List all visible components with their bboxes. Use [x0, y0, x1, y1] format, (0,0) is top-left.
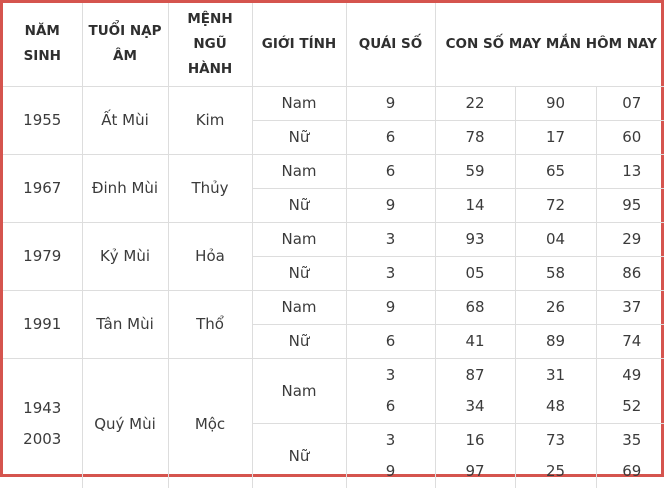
- menh-cell: Kim: [168, 86, 252, 154]
- gender-cell: Nam: [252, 222, 346, 256]
- cell-line: 34: [438, 391, 513, 422]
- gender-cell: Nữ: [252, 256, 346, 290]
- lucky-number-cell: 65: [515, 154, 596, 188]
- lucky-number-cell: 87 34: [435, 358, 515, 423]
- menh-cell: Thủy: [168, 154, 252, 222]
- table-row: 1979 Kỷ Mùi Hỏa Nam 3 93 04 29: [3, 222, 664, 256]
- lucky-number-cell: 04: [515, 222, 596, 256]
- quai-cell: 6: [346, 154, 435, 188]
- lucky-number-cell: 60: [596, 120, 664, 154]
- lucky-number-cell: 73 25: [515, 423, 596, 488]
- quai-cell: 3 6: [346, 358, 435, 423]
- cell-line: 31: [518, 360, 594, 391]
- cell-line: 97: [438, 456, 513, 487]
- year-cell: 1943 2003: [3, 358, 82, 488]
- tuoi-cell: Đinh Mùi: [82, 154, 168, 222]
- cell-line: 87: [438, 360, 513, 391]
- table-row: 1943 2003 Quý Mùi Mộc Nam 3 6 87 34 31 4…: [3, 358, 664, 423]
- cell-line: 16: [438, 425, 513, 456]
- menh-cell: Thổ: [168, 290, 252, 358]
- table-row: 1991 Tân Mùi Thổ Nam 9 68 26 37: [3, 290, 664, 324]
- lucky-number-cell: 58: [515, 256, 596, 290]
- lucky-number-cell: 05: [435, 256, 515, 290]
- lucky-number-cell: 17: [515, 120, 596, 154]
- table-row: 1955 Ất Mùi Kim Nam 9 22 90 07: [3, 86, 664, 120]
- lucky-number-panel: NĂM SINH TUỔI NẠP ÂM MỆNH NGŨ HÀNH GIỚI …: [0, 0, 664, 477]
- cell-line: 52: [599, 391, 664, 422]
- lucky-number-cell: 72: [515, 188, 596, 222]
- cell-line: 25: [518, 456, 594, 487]
- cell-line: 1943: [5, 393, 80, 424]
- gender-cell: Nữ: [252, 423, 346, 488]
- lucky-number-cell: 31 48: [515, 358, 596, 423]
- cell-line: 2003: [5, 424, 80, 455]
- tuoi-cell: Tân Mùi: [82, 290, 168, 358]
- gender-cell: Nam: [252, 154, 346, 188]
- tuoi-cell: Quý Mùi: [82, 358, 168, 488]
- lucky-number-cell: 07: [596, 86, 664, 120]
- gender-cell: Nữ: [252, 188, 346, 222]
- lucky-number-cell: 89: [515, 324, 596, 358]
- cell-line: 73: [518, 425, 594, 456]
- year-cell: 1991: [3, 290, 82, 358]
- quai-cell: 6: [346, 324, 435, 358]
- lucky-number-cell: 16 97: [435, 423, 515, 488]
- year-cell: 1967: [3, 154, 82, 222]
- tuoi-cell: Ất Mùi: [82, 86, 168, 154]
- cell-line: 69: [599, 456, 664, 487]
- lucky-number-cell: 93: [435, 222, 515, 256]
- header-cell-menh-ngu-hanh: MỆNH NGŨ HÀNH: [168, 3, 252, 86]
- header-cell-quai-so: QUÁI SỐ: [346, 3, 435, 86]
- gender-cell: Nam: [252, 290, 346, 324]
- lucky-number-cell: 74: [596, 324, 664, 358]
- lucky-number-cell: 86: [596, 256, 664, 290]
- cell-line: 3: [349, 360, 433, 391]
- lucky-number-cell: 68: [435, 290, 515, 324]
- year-cell: 1979: [3, 222, 82, 290]
- header-cell-nam-sinh: NĂM SINH: [3, 3, 82, 86]
- cell-line: 48: [518, 391, 594, 422]
- lucky-numbers-table: NĂM SINH TUỔI NẠP ÂM MỆNH NGŨ HÀNH GIỚI …: [3, 3, 664, 488]
- lucky-number-cell: 59: [435, 154, 515, 188]
- tuoi-cell: Kỷ Mùi: [82, 222, 168, 290]
- quai-cell: 9: [346, 86, 435, 120]
- cell-line: 6: [349, 391, 433, 422]
- quai-cell: 6: [346, 120, 435, 154]
- cell-line: 49: [599, 360, 664, 391]
- header-row: NĂM SINH TUỔI NẠP ÂM MỆNH NGŨ HÀNH GIỚI …: [3, 3, 664, 86]
- header-cell-gioi-tinh: GIỚI TÍNH: [252, 3, 346, 86]
- lucky-number-cell: 37: [596, 290, 664, 324]
- cell-line: 3: [349, 425, 433, 456]
- quai-cell: 9: [346, 290, 435, 324]
- lucky-number-cell: 78: [435, 120, 515, 154]
- lucky-number-cell: 13: [596, 154, 664, 188]
- lucky-number-cell: 35 69: [596, 423, 664, 488]
- lucky-number-cell: 29: [596, 222, 664, 256]
- cell-line: 9: [349, 456, 433, 487]
- menh-cell: Hỏa: [168, 222, 252, 290]
- header-cell-con-so-may-man: CON SỐ MAY MẮN HÔM NAY: [435, 3, 664, 86]
- table-row: 1967 Đinh Mùi Thủy Nam 6 59 65 13: [3, 154, 664, 188]
- lucky-number-cell: 41: [435, 324, 515, 358]
- lucky-number-cell: 49 52: [596, 358, 664, 423]
- menh-cell: Mộc: [168, 358, 252, 488]
- cell-line: 35: [599, 425, 664, 456]
- header-cell-tuoi-nap-am: TUỔI NẠP ÂM: [82, 3, 168, 86]
- year-cell: 1955: [3, 86, 82, 154]
- gender-cell: Nữ: [252, 120, 346, 154]
- quai-cell: 3: [346, 222, 435, 256]
- lucky-number-cell: 14: [435, 188, 515, 222]
- quai-cell: 3 9: [346, 423, 435, 488]
- gender-cell: Nam: [252, 86, 346, 120]
- lucky-number-cell: 95: [596, 188, 664, 222]
- lucky-number-cell: 90: [515, 86, 596, 120]
- lucky-number-cell: 22: [435, 86, 515, 120]
- quai-cell: 3: [346, 256, 435, 290]
- lucky-number-cell: 26: [515, 290, 596, 324]
- quai-cell: 9: [346, 188, 435, 222]
- gender-cell: Nam: [252, 358, 346, 423]
- gender-cell: Nữ: [252, 324, 346, 358]
